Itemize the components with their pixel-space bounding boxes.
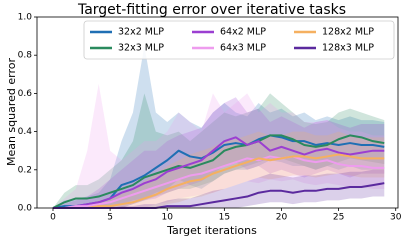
legend-label: 64x2 MLP (220, 27, 266, 38)
error-band (52, 169, 385, 208)
y-tick-label: 1.0 (18, 13, 33, 23)
x-tick-label: 25 (333, 213, 344, 223)
legend: 32x2 MLP 32x3 MLP 64x2 MLP 64x3 MLP 128x2 ML… (83, 20, 395, 60)
x-tick-label: 5 (107, 213, 113, 223)
error-band (52, 131, 385, 208)
y-tick-label: 0.2 (18, 165, 32, 175)
x-tick-label: 20 (276, 213, 288, 223)
bands (52, 45, 385, 209)
series-line (52, 136, 385, 209)
y-tick-label: 0.6 (18, 89, 33, 99)
x-tick-label: 15 (219, 213, 230, 223)
legend-label: 64x3 MLP (220, 43, 266, 54)
y-axis-label: Mean squared error (5, 58, 18, 167)
x-tick-label: 0 (50, 213, 56, 223)
legend-box (83, 20, 395, 60)
legend-label: 128x3 MLP (322, 43, 374, 54)
y-tick-label: 0.0 (18, 204, 33, 214)
series-line (52, 155, 385, 209)
legend-label: 32x3 MLP (118, 43, 164, 54)
y-tick-label: 0.8 (18, 51, 33, 61)
y-tick-label: 0.4 (18, 127, 33, 137)
plot-frame (36, 16, 399, 209)
x-tick-label: 30 (390, 213, 402, 223)
error-band (52, 45, 385, 209)
series-line (52, 134, 385, 209)
legend-label: 128x2 MLP (322, 27, 374, 38)
series-line (52, 153, 385, 209)
x-tick-label: 10 (162, 213, 174, 223)
chart-title: Target-fitting error over iterative task… (77, 2, 346, 18)
legend-label: 32x2 MLP (118, 27, 164, 38)
x-axis-label: Target iterations (166, 224, 257, 237)
